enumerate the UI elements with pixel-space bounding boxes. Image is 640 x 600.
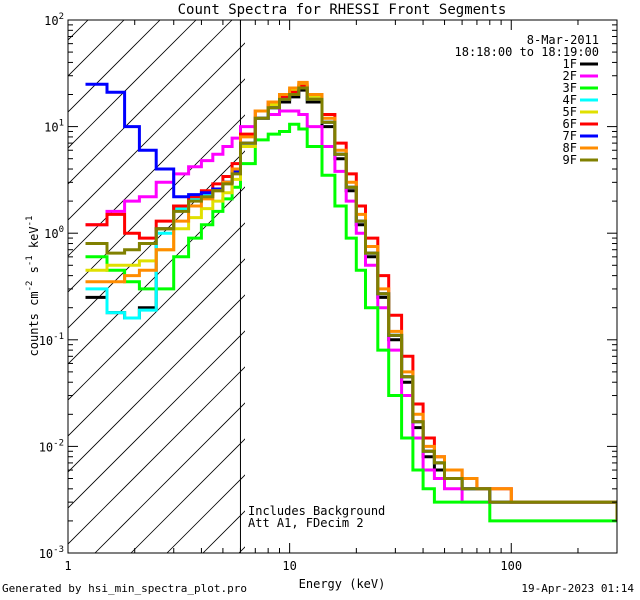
hatch-line: [68, 366, 245, 545]
generator-credit: Generated by hsi_min_spectra_plot.pro: [2, 582, 248, 595]
plot-frame: [67, 19, 618, 554]
x-axis-label: Energy (keV): [299, 577, 386, 591]
x-tick-label: 10: [282, 559, 296, 573]
legend-label-4f: 4F: [563, 93, 577, 107]
hatch-line: [68, 222, 245, 401]
series-line-9f: [85, 86, 617, 521]
y-tick-label: 102: [44, 12, 64, 28]
date-label: 8-Mar-2011: [527, 33, 599, 47]
y-tick-label: 10-1: [39, 332, 64, 348]
hatch-line: [94, 402, 245, 553]
hatch-line: [68, 20, 125, 77]
generation-timestamp: 19-Apr-2023 01:14: [521, 582, 634, 595]
x-tick-label: 1: [64, 559, 71, 573]
legend-label-9f: 9F: [563, 153, 577, 167]
time-range-label: 18:18:00 to 18:19:00: [455, 45, 600, 59]
hatch-line: [624, 0, 640, 600]
y-axis-label: counts cm-2 s-1 keV-1: [25, 216, 41, 357]
y-tick-labels: 10-3 10-2 10-1 100 101 102: [39, 12, 64, 561]
hatch-line: [588, 0, 640, 600]
hatch-line: [68, 150, 245, 329]
hatch-line: [68, 330, 245, 509]
hatch-line: [68, 258, 245, 437]
hatch-line: [372, 0, 640, 600]
series-line-3f: [85, 122, 617, 523]
legend-label-5f: 5F: [563, 105, 577, 119]
legend-label-8f: 8F: [563, 141, 577, 155]
legend-label-3f: 3F: [563, 81, 577, 95]
hatch-line: [68, 20, 233, 185]
series-line-6f: [85, 84, 617, 521]
hatch-line: [444, 0, 640, 600]
legend-label-2f: 2F: [563, 69, 577, 83]
legend-label-7f: 7F: [563, 129, 577, 143]
x-tick-labels: 1 10 100: [64, 559, 522, 573]
axis-ticks: [67, 20, 618, 554]
hatch-line: [166, 474, 245, 553]
annotation-background: Includes Background: [248, 504, 385, 518]
hatch-line: [130, 438, 245, 553]
series-line-1f: [85, 88, 617, 521]
y-tick-label: 10-3: [39, 545, 64, 561]
hatch-line: [68, 20, 161, 113]
hatch-line: [68, 20, 197, 149]
legend-label-1f: 1F: [563, 57, 577, 71]
y-tick-label: 100: [44, 225, 64, 241]
hatch-line: [68, 20, 89, 41]
hatch-line: [68, 78, 245, 257]
legend-label-6f: 6F: [563, 117, 577, 131]
series-group: [85, 80, 617, 523]
y-tick-label: 10-2: [39, 438, 64, 454]
hatch-line: [516, 0, 640, 600]
y-tick-label: 101: [44, 119, 64, 135]
hatch-line: [68, 186, 245, 365]
series-line-4f: [85, 86, 617, 521]
x-tick-label: 100: [500, 559, 522, 573]
hatch-line: [68, 42, 245, 221]
chart-title: Count Spectra for RHESSI Front Segments: [178, 2, 507, 18]
series-line-2f: [85, 109, 617, 521]
series-line-8f: [85, 80, 617, 521]
hatch-line: [408, 0, 640, 600]
annotation-attenuator: Att A1, FDecim 2: [248, 516, 364, 530]
